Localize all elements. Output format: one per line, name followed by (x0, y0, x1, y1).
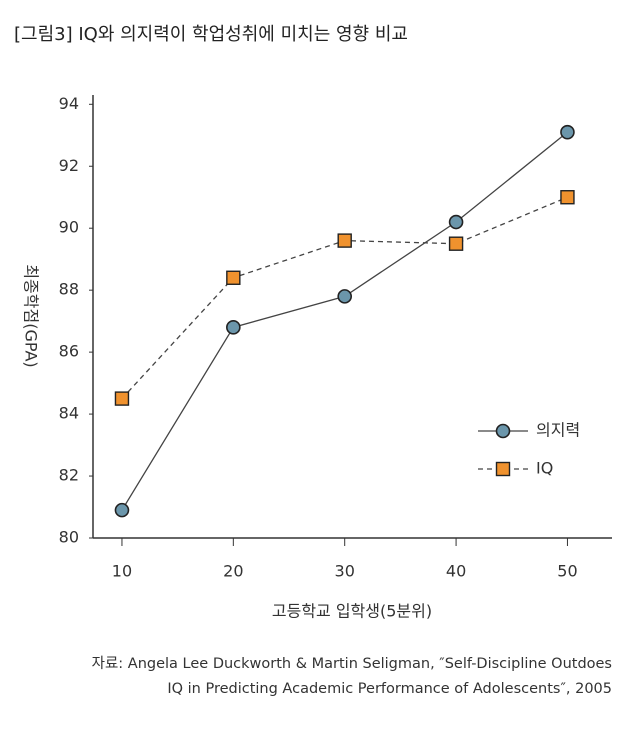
y-tick-label: 94 (59, 94, 79, 113)
point (448, 214, 464, 230)
point (114, 391, 130, 406)
y-tick-label: 86 (59, 342, 79, 361)
y-tick-label: 90 (59, 218, 79, 237)
y-tick-label: 80 (59, 528, 79, 547)
legend-label: 의지력 (536, 421, 580, 440)
point (337, 289, 353, 304)
legend-marker (495, 423, 511, 439)
point (226, 270, 241, 285)
series-line (121, 131, 568, 511)
source: 자료: Angela Lee Duckworth & Martin Seligm… (92, 655, 612, 672)
y-axis-label: 최종학점(GPA) (22, 264, 41, 367)
x-tick-label: 20 (223, 562, 243, 581)
point (448, 236, 464, 251)
x-tick-label: 50 (557, 562, 577, 581)
legend-label: IQ (536, 459, 553, 478)
y-tick-label: 84 (59, 404, 79, 423)
x-tick-label: 40 (446, 562, 466, 581)
point (337, 233, 352, 248)
y-tick-label: 92 (59, 156, 79, 175)
point (560, 190, 575, 205)
legend-marker (495, 461, 511, 477)
x-axis-label: 고등학교 입학생(5분위) (272, 602, 432, 621)
source: IQ in Predicting Academic Performance of… (167, 681, 612, 697)
point (560, 124, 575, 140)
x-tick-label: 10 (112, 562, 132, 581)
x-tick-label: 30 (335, 562, 355, 581)
y-tick-label: 88 (59, 280, 79, 299)
y-tick-label: 82 (59, 466, 79, 485)
point (226, 320, 241, 335)
point (114, 502, 130, 518)
chart-title: [그림3] IQ와 의지력이 학업성취에 미치는 영향 비교 (14, 24, 408, 45)
